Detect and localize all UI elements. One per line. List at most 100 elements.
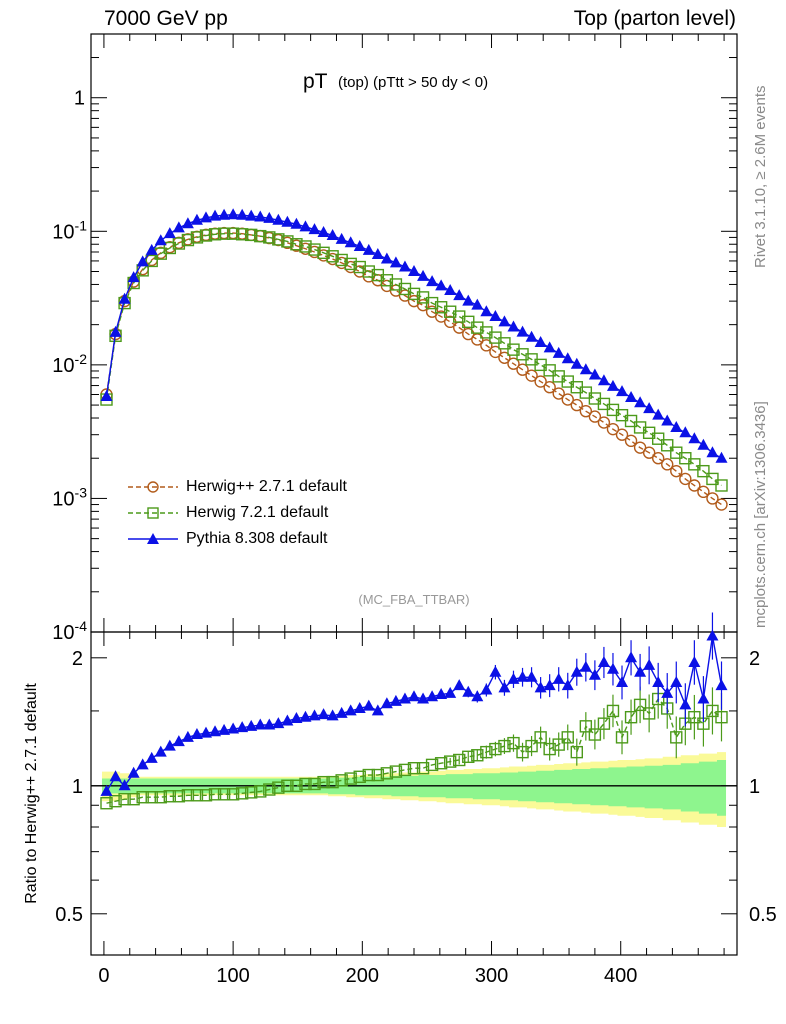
- herwig-pp-series-point: [597, 416, 611, 429]
- herwig-pp-series-point: [507, 357, 520, 370]
- pythia-series-point: [715, 451, 728, 463]
- ratio-herwig7-series-point: [606, 704, 620, 718]
- herwig7-series-point: [651, 432, 665, 445]
- herwig7-series-point: [308, 243, 321, 256]
- ratio-pythia-series-point: [426, 690, 439, 702]
- herwig7-series-point: [389, 278, 403, 291]
- pythia-series-point: [326, 229, 339, 241]
- ratio-herwig7-series-point: [217, 788, 231, 801]
- pythia-series-point: [435, 279, 448, 291]
- pythia-series-point: [552, 346, 565, 358]
- ratio-herwig7-series-point: [299, 777, 312, 791]
- main-y-tick-label: 10-4: [52, 618, 87, 644]
- ratio-pythia-series-point: [507, 672, 520, 684]
- ratio-herwig7-series-point: [453, 753, 466, 767]
- legend-label-pythia: Pythia 8.308 default: [186, 530, 328, 547]
- ratio-pythia-series-point: [326, 709, 339, 721]
- ratio-herwig7-series-point: [525, 739, 538, 753]
- pythia-series-point: [516, 325, 529, 337]
- ratio-pythia-series-point: [417, 692, 430, 704]
- ratio-pythia-series-point: [715, 679, 728, 691]
- herwig-pp-series-point: [489, 345, 502, 359]
- ratio-pythia-series-point: [353, 701, 366, 713]
- ratio-herwig7-series-point: [670, 731, 683, 744]
- ratio-y-tick-label: 0.5: [55, 904, 83, 926]
- pythia-series-point: [597, 374, 610, 386]
- pythia-series-point: [154, 234, 167, 246]
- ratio-pythia-series-point: [579, 660, 592, 672]
- pythia-series-point: [227, 208, 240, 220]
- ratio-pythia-series-point: [118, 779, 131, 791]
- ratio-herwig7-series-point: [118, 793, 131, 806]
- ratio-pythia-series-point: [218, 723, 231, 735]
- ratio-band-inner: [101, 759, 727, 816]
- ratio-herwig7-series-point: [507, 736, 520, 750]
- ratio-y-tick-label: 1: [72, 776, 83, 798]
- ratio-herwig7-series-point: [489, 742, 502, 756]
- ratio-pythia-series-point: [516, 670, 529, 682]
- herwig-pp-series-point: [624, 434, 638, 448]
- main-y-tick-label: 10-2: [52, 351, 87, 377]
- herwig7-series-point: [245, 228, 258, 242]
- ratio-pythia-series-point: [498, 681, 511, 693]
- ratio-herwig7-series-point: [136, 791, 149, 804]
- pythia-series-point: [570, 357, 583, 369]
- pythia-series-point: [525, 330, 538, 342]
- ratio-pythia-series-point: [552, 672, 565, 684]
- ratio-y-tick-label: 2: [72, 648, 83, 670]
- ratio-pythia-series-point: [634, 665, 647, 677]
- ratio-herwig7-series-point: [588, 728, 602, 741]
- ratio-pythia-series-point: [254, 718, 267, 730]
- ratio-pythia-series-point: [679, 698, 692, 710]
- ratio-herwig7-series-point: [543, 742, 556, 756]
- pythia-series-point: [190, 213, 203, 225]
- herwig-pp-series-point: [570, 398, 583, 412]
- ratio-pythia-series-point: [299, 710, 312, 722]
- ratio-herwig7-series-point: [326, 775, 339, 789]
- ratio-herwig7-series-point: [471, 749, 484, 762]
- herwig7-series-point: [425, 296, 439, 310]
- herwig-pp-series-point: [688, 479, 701, 492]
- ratio-herwig7-series-point: [371, 768, 385, 782]
- herwig-pp-series-point: [579, 404, 593, 418]
- ratio-pythia-series-point: [317, 708, 330, 720]
- herwig7-series-point: [434, 301, 448, 314]
- x-tick-label: 100: [216, 965, 249, 987]
- herwig7-series-point: [688, 458, 701, 471]
- ratio-herwig7-series-point: [380, 767, 394, 780]
- ratio-pythia-series-point: [172, 735, 185, 747]
- ratio-pythia-series-point: [362, 699, 375, 711]
- ratio-herwig7-series-point: [226, 788, 240, 801]
- pythia-series-point: [254, 210, 267, 222]
- pythia-series-point: [408, 265, 420, 277]
- ratio-herwig7-series-point: [235, 787, 249, 800]
- ratio-pythia-series-point: [209, 725, 222, 737]
- herwig-pp-series-point: [679, 472, 692, 486]
- pythia-series-point: [299, 220, 312, 232]
- ratio-herwig7-series-point: [633, 698, 647, 712]
- ratio-herwig7-series-point: [389, 765, 403, 778]
- ratio-pythia-series-point: [100, 784, 113, 796]
- pythia-series-point: [670, 420, 683, 432]
- herwig-pp-series-point: [525, 369, 538, 382]
- pythia-series-point: [634, 396, 647, 408]
- ratio-y-tick-label-right: 2: [749, 648, 760, 670]
- ratio-herwig7-series-point: [245, 786, 258, 799]
- pythia-series-point: [308, 223, 321, 235]
- herwig-pp-series-point: [670, 464, 683, 478]
- pythia-series-point: [462, 294, 475, 306]
- ratio-herwig7-series-point: [272, 781, 285, 794]
- pythia-series-point: [453, 289, 466, 301]
- pythia-series-point: [136, 255, 149, 267]
- x-tick-label: 300: [475, 965, 508, 987]
- pythia-series-point: [145, 243, 158, 255]
- pythia-series-point: [245, 209, 258, 221]
- main-y-tick-label: 1: [74, 88, 85, 110]
- ratio-pythia-series-point: [199, 726, 212, 738]
- ratio-herwig7-series-point: [642, 707, 656, 720]
- pythia-series-point: [679, 426, 692, 438]
- pythia-series-point: [353, 239, 366, 251]
- ratio-pythia-series-point: [597, 655, 610, 667]
- herwig-pp-series-point: [516, 363, 529, 376]
- ratio-pythia-series-point: [462, 685, 475, 697]
